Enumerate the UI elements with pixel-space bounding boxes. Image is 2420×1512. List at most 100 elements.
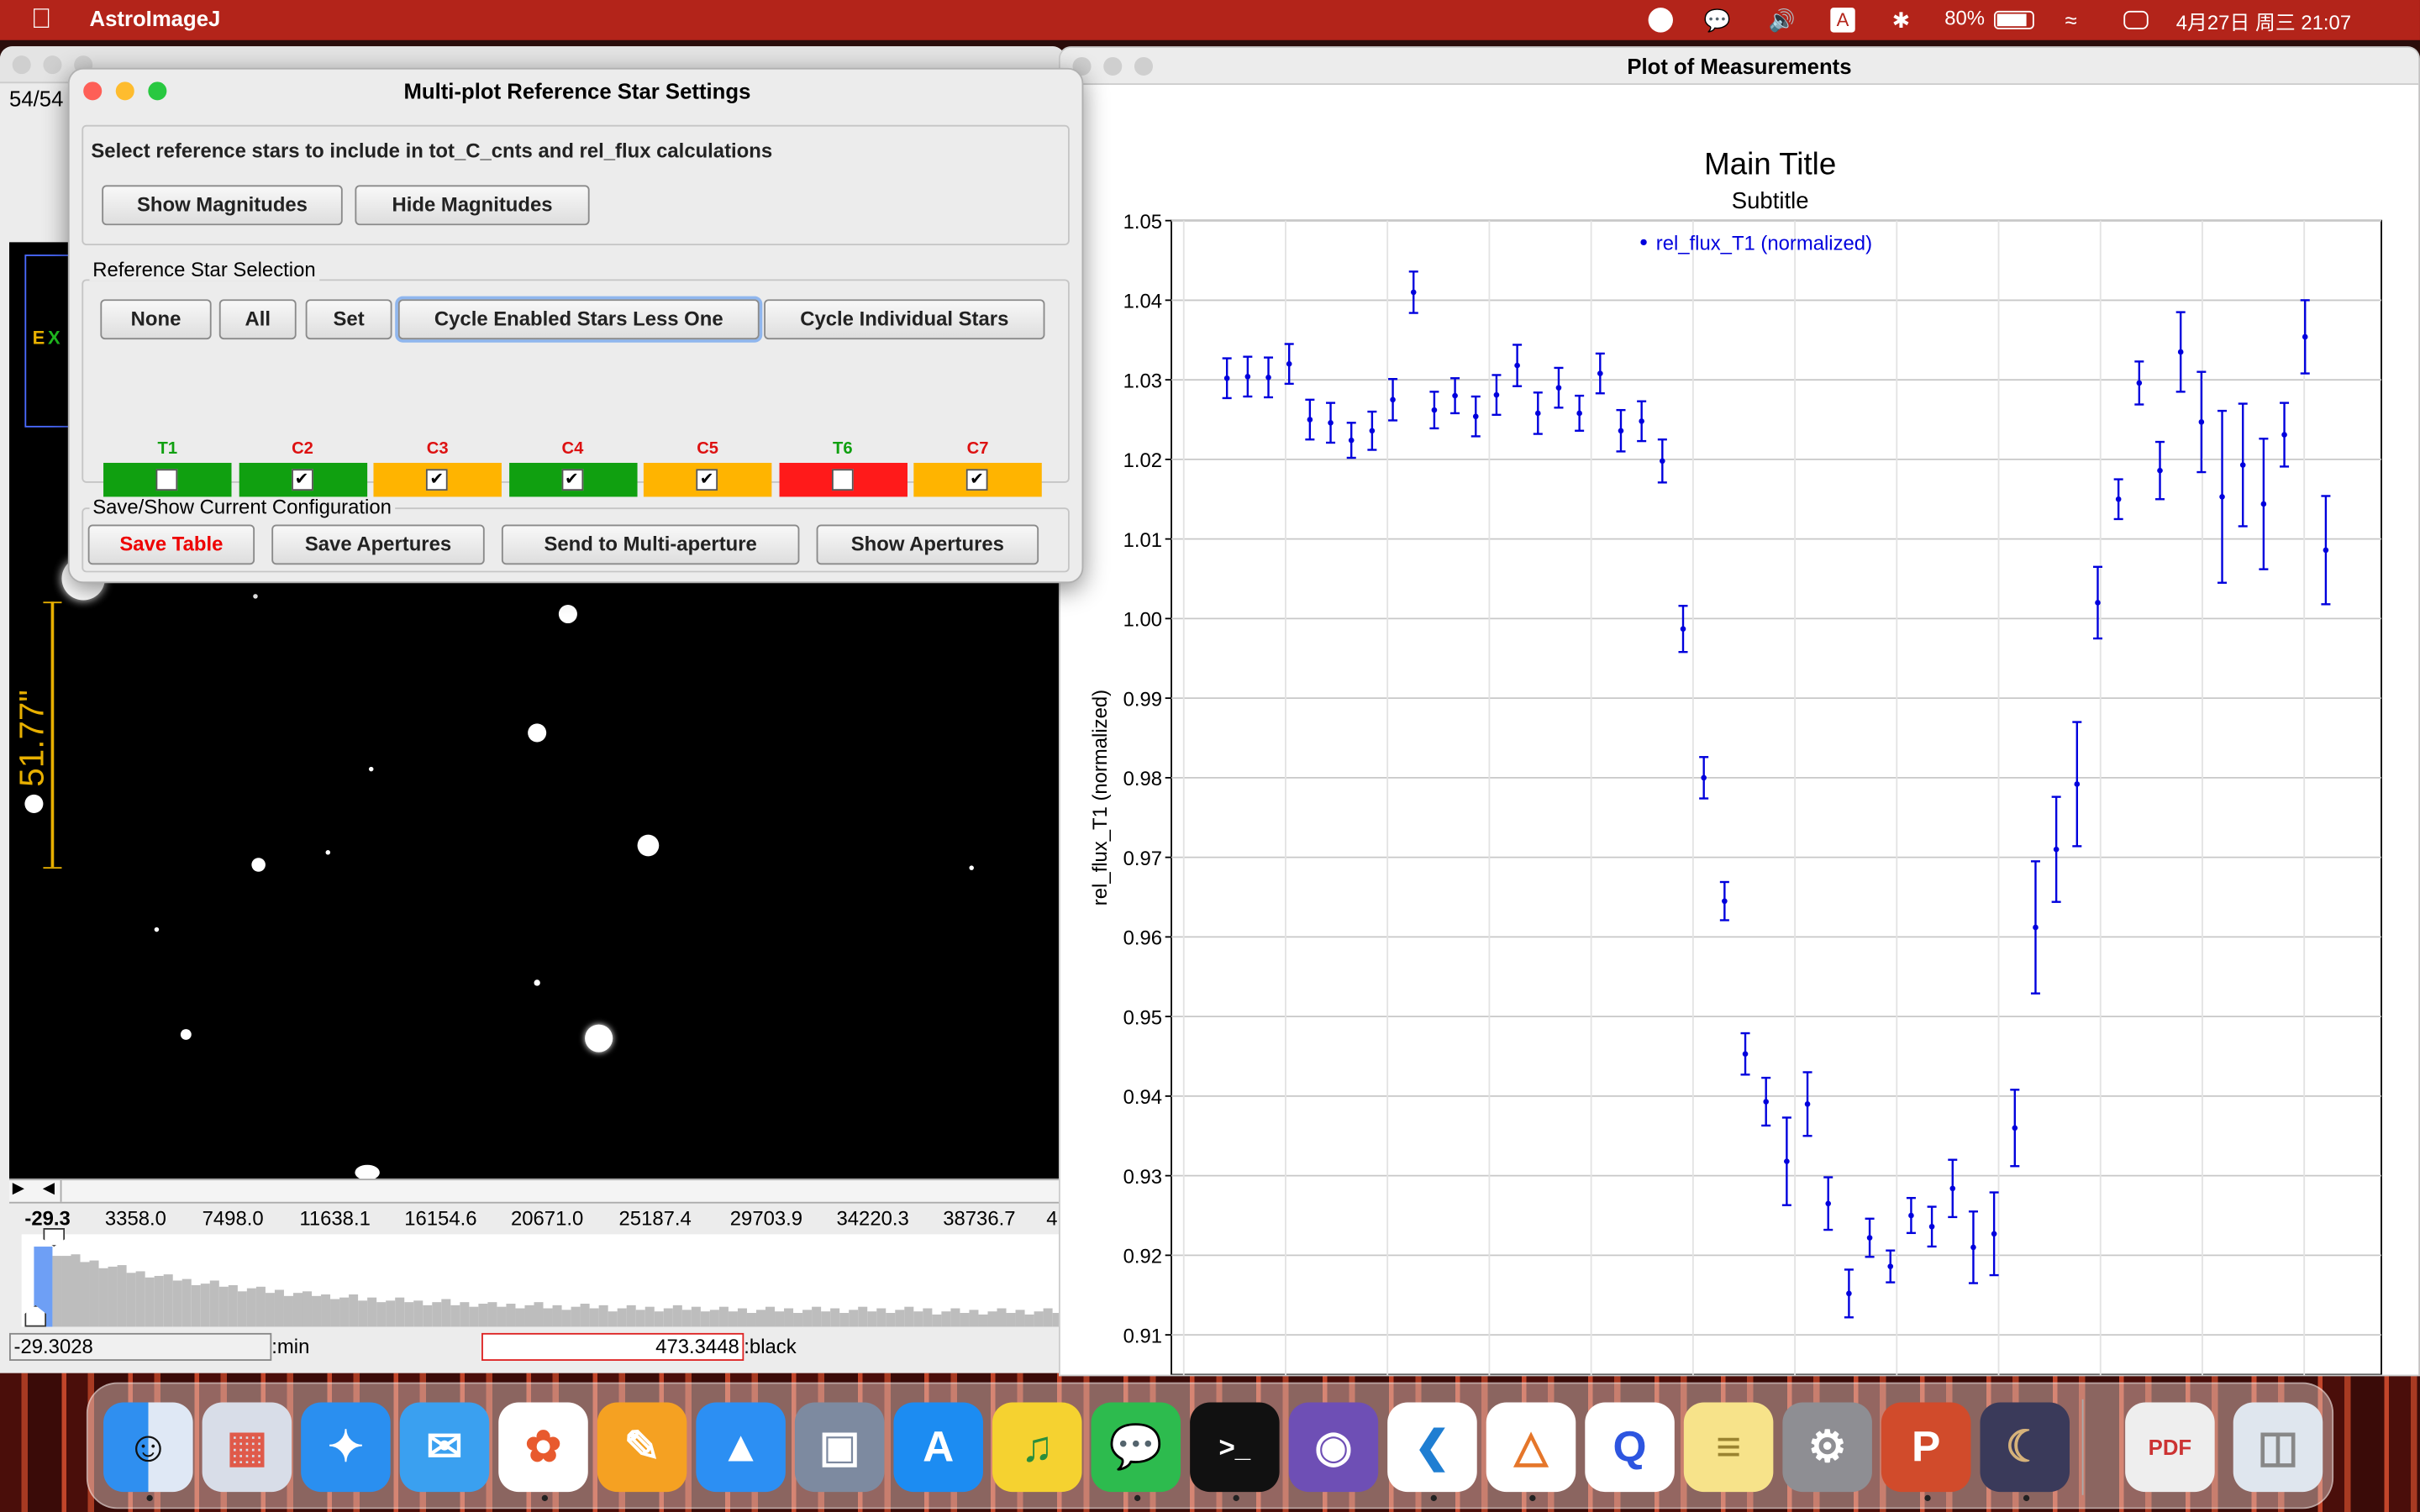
histogram-bar bbox=[497, 1306, 507, 1327]
close-icon[interactable] bbox=[83, 81, 103, 101]
slice-counter: 54/54 bbox=[9, 86, 64, 112]
music-app-icon[interactable]: ♫ bbox=[992, 1402, 1082, 1493]
star bbox=[24, 794, 44, 813]
app-menu[interactable]: AstroImageJ bbox=[89, 6, 221, 31]
histogram-bar bbox=[218, 1287, 229, 1327]
histogram-tick-label: -29.3 bbox=[24, 1206, 71, 1230]
star-checkbox-c2[interactable]: ✔ bbox=[291, 469, 313, 491]
astroimagej-icon[interactable]: ☾ bbox=[1980, 1402, 2070, 1493]
send-to-multi-aperture-button[interactable]: Send to Multi-aperture bbox=[501, 524, 800, 565]
star-label-c3: C3 bbox=[426, 439, 449, 459]
star-cell-t1 bbox=[103, 463, 232, 497]
star-label-c7: C7 bbox=[966, 439, 989, 459]
min-value-field[interactable]: -29.3028 bbox=[9, 1332, 272, 1361]
hide-magnitudes-button[interactable]: Hide Magnitudes bbox=[355, 185, 590, 226]
star bbox=[534, 979, 540, 986]
pages-icon[interactable]: ✎ bbox=[597, 1402, 687, 1493]
wechat-status-icon[interactable]: 💬 bbox=[1703, 8, 1731, 33]
finder-icon[interactable]: ☺ bbox=[103, 1402, 193, 1493]
cycle-enabled-stars-button[interactable]: Cycle Enabled Stars Less One bbox=[397, 299, 760, 340]
histogram-bar bbox=[200, 1283, 210, 1327]
clock[interactable]: 4月27日 周三 21:07 bbox=[2175, 10, 2352, 34]
histogram-bar bbox=[255, 1286, 266, 1327]
scroll-left-icon[interactable]: ◀ bbox=[37, 1180, 62, 1202]
wifi-icon[interactable]: ≈ bbox=[2065, 8, 2077, 33]
quicktime-icon[interactable]: Q bbox=[1585, 1402, 1675, 1493]
zoom-icon[interactable] bbox=[1134, 56, 1154, 76]
apple-icon[interactable]:  bbox=[31, 3, 52, 36]
close-icon[interactable] bbox=[12, 55, 31, 75]
safari-icon[interactable]: ✦ bbox=[301, 1402, 391, 1493]
histogram-bar bbox=[812, 1306, 822, 1327]
cycle-individual-stars-button[interactable]: Cycle Individual Stars bbox=[764, 299, 1045, 340]
quicktime-status-icon[interactable] bbox=[1648, 8, 1673, 33]
star-checkbox-c7[interactable]: ✔ bbox=[965, 469, 988, 491]
preview-icon[interactable]: ▣ bbox=[794, 1402, 885, 1493]
black-value-field[interactable]: 473.3448 bbox=[481, 1332, 744, 1361]
minimize-icon[interactable] bbox=[115, 81, 134, 101]
histogram-bar bbox=[376, 1302, 387, 1327]
measurement-plot[interactable]: Main Title Subtitle 1.05 1.04 1.03 1.02 1.01 1.… bbox=[1060, 85, 2420, 1376]
star-checkbox-t6[interactable] bbox=[831, 469, 853, 491]
none-button[interactable]: None bbox=[100, 299, 212, 340]
data-point bbox=[1223, 375, 1230, 381]
star-checkbox-t1[interactable] bbox=[155, 469, 178, 491]
histogram-bar bbox=[61, 1255, 71, 1327]
y-tick-label: 0.93 bbox=[1123, 1166, 1162, 1189]
star-checkbox-c3[interactable]: ✔ bbox=[425, 469, 448, 491]
play-icon[interactable]: ▶ bbox=[12, 1180, 24, 1198]
histogram-bar bbox=[978, 1314, 988, 1327]
data-point bbox=[1576, 410, 1582, 417]
running-indicator bbox=[146, 1494, 153, 1502]
save-table-button[interactable]: Save Table bbox=[87, 524, 255, 565]
app-store-icon[interactable]: A bbox=[893, 1402, 983, 1493]
slice-scrollbar[interactable]: ▶ ◀ bbox=[9, 1179, 1059, 1204]
histogram[interactable] bbox=[21, 1234, 1059, 1327]
terminal-icon[interactable]: >_ bbox=[1190, 1402, 1280, 1493]
minimize-icon[interactable] bbox=[43, 55, 62, 75]
star bbox=[325, 850, 331, 855]
minimize-icon[interactable] bbox=[1103, 56, 1123, 76]
data-point bbox=[1701, 774, 1707, 781]
star-checkbox-c5[interactable]: ✔ bbox=[696, 469, 718, 491]
plot-window-titlebar: Plot of Measurements bbox=[1060, 47, 2419, 86]
photos-icon[interactable]: ✿ bbox=[498, 1402, 588, 1493]
wechat-icon[interactable]: 💬 bbox=[1091, 1402, 1181, 1493]
trash-icon[interactable]: ◫ bbox=[2233, 1402, 2323, 1493]
all-button[interactable]: All bbox=[218, 299, 297, 340]
control-center-icon[interactable] bbox=[2123, 10, 2149, 29]
zoom-icon[interactable] bbox=[148, 81, 167, 101]
histogram-bar bbox=[172, 1280, 182, 1327]
keynote-icon[interactable]: ▲ bbox=[696, 1402, 786, 1493]
running-indicator bbox=[1233, 1494, 1239, 1502]
matlab-icon[interactable]: △ bbox=[1486, 1402, 1576, 1493]
show-magnitudes-button[interactable]: Show Magnitudes bbox=[102, 185, 343, 226]
save-apertures-button[interactable]: Save Apertures bbox=[271, 524, 485, 565]
data-point bbox=[1949, 1185, 1956, 1192]
vscode-icon[interactable]: ❮ bbox=[1387, 1402, 1477, 1493]
histogram-bar bbox=[237, 1290, 247, 1327]
histogram-bar bbox=[367, 1297, 377, 1327]
github-desktop-icon[interactable]: ◉ bbox=[1288, 1402, 1379, 1493]
system-preferences-icon[interactable]: ⚙ bbox=[1782, 1402, 1872, 1493]
volume-icon[interactable]: 🔊 bbox=[1768, 8, 1796, 33]
data-point bbox=[1804, 1101, 1811, 1107]
powerpoint-icon[interactable]: P bbox=[1881, 1402, 1971, 1493]
data-point bbox=[1846, 1290, 1852, 1297]
bluetooth-icon[interactable]: ✱ bbox=[1891, 8, 1911, 33]
input-source-icon[interactable]: A bbox=[1830, 8, 1855, 33]
star-checkbox-c4[interactable]: ✔ bbox=[560, 469, 583, 491]
direction-indicator: E X bbox=[24, 255, 71, 428]
battery-icon[interactable] bbox=[1994, 10, 2034, 29]
star bbox=[180, 1029, 192, 1040]
show-apertures-button[interactable]: Show Apertures bbox=[816, 524, 1039, 565]
histogram-bar bbox=[469, 1306, 479, 1327]
min-slider-handle[interactable] bbox=[43, 1228, 66, 1247]
launchpad-icon[interactable]: ▦ bbox=[202, 1402, 292, 1493]
mail-icon[interactable]: ✉ bbox=[399, 1402, 490, 1493]
pdf-folder-icon[interactable]: PDF bbox=[2125, 1402, 2215, 1493]
stickies-icon[interactable]: ≡ bbox=[1683, 1402, 1774, 1493]
star-cell-c2: ✔ bbox=[238, 463, 367, 497]
set-button[interactable]: Set bbox=[305, 299, 392, 340]
y-tick-label: 1.03 bbox=[1123, 370, 1162, 392]
